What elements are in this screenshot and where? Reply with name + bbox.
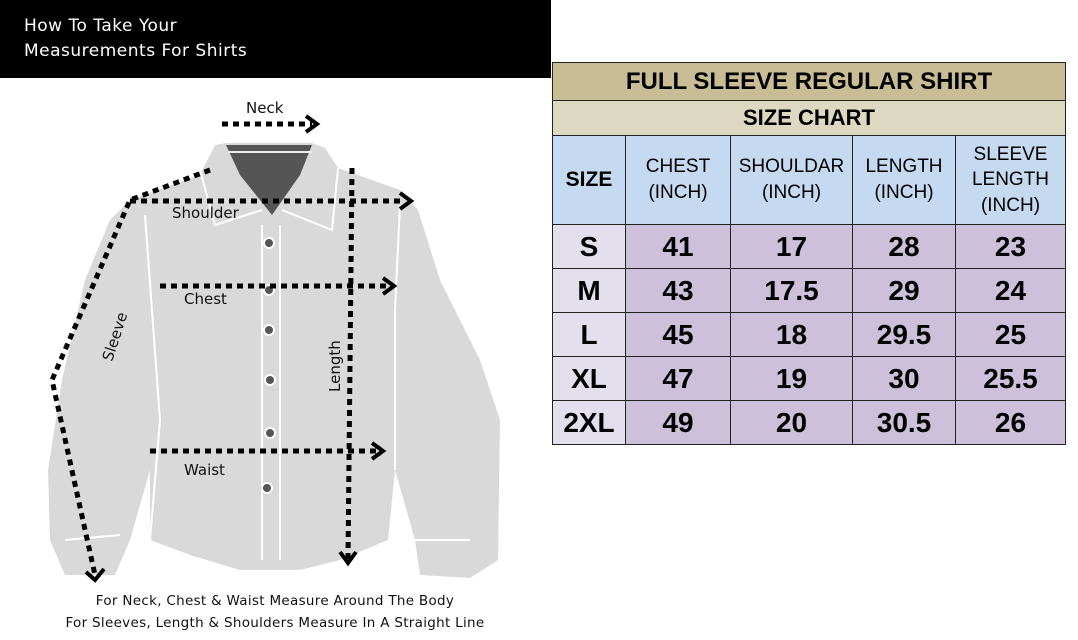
cell-length: 29.5 <box>852 312 956 357</box>
cell-size: XL <box>552 356 626 401</box>
label-shoulder: Shoulder <box>172 204 240 222</box>
size-chart-table: FULL SLEEVE REGULAR SHIRT SIZE CHART SIZ… <box>552 62 1066 445</box>
cell-sleeve-length: 24 <box>955 268 1066 313</box>
cell-sleeve-length: 26 <box>955 400 1066 445</box>
table-row: L 45 18 29.5 25 <box>552 312 1066 357</box>
title-banner: How To Take Your Measurements For Shirts <box>0 0 551 78</box>
measurement-lines <box>49 121 405 576</box>
cell-shoulder: 17.5 <box>730 268 853 313</box>
label-length: Length <box>326 340 344 392</box>
table-row: 2XL 49 20 30.5 26 <box>552 400 1066 445</box>
cell-chest: 45 <box>625 312 731 357</box>
header-row: SIZE CHEST (INCH) SHOULDAR (INCH) LENGTH (I… <box>552 135 1066 225</box>
header-chest: CHEST (INCH) <box>625 135 731 225</box>
table-row: M 43 17.5 29 24 <box>552 268 1066 313</box>
footer-note-around: For Neck, Chest & Waist Measure Around T… <box>95 593 455 609</box>
table-row: S 41 17 28 23 <box>552 224 1066 269</box>
header-length: LENGTH (INCH) <box>852 135 956 225</box>
cell-size: M <box>552 268 626 313</box>
cell-size: S <box>552 224 626 269</box>
cell-length: 28 <box>852 224 956 269</box>
label-chest: Chest <box>184 290 227 308</box>
header-shoulder: SHOULDAR (INCH) <box>730 135 853 225</box>
header-size: SIZE <box>552 135 626 225</box>
cell-length: 29 <box>852 268 956 313</box>
cell-length: 30.5 <box>852 400 956 445</box>
chart-subtitle: SIZE CHART <box>552 100 1066 136</box>
label-neck: Neck <box>246 99 284 117</box>
cell-sleeve-length: 25.5 <box>955 356 1066 401</box>
footer-note-straight: For Sleeves, Length & Shoulders Measure … <box>65 615 485 631</box>
cell-sleeve-length: 25 <box>955 312 1066 357</box>
header-sleeve-length: SLEEVE LENGTH (INCH) <box>955 135 1066 225</box>
cell-chest: 41 <box>625 224 731 269</box>
shirt-illustration <box>48 143 500 578</box>
cell-chest: 43 <box>625 268 731 313</box>
shirt-measurement-diagram: Neck Shoulder Chest Waist Sleeve Length <box>48 99 500 583</box>
banner-line-2: Measurements For Shirts <box>24 41 248 61</box>
cell-size: 2XL <box>552 400 626 445</box>
cell-shoulder: 18 <box>730 312 853 357</box>
chart-title: FULL SLEEVE REGULAR SHIRT <box>552 62 1066 101</box>
cell-length: 30 <box>852 356 956 401</box>
cell-shoulder: 20 <box>730 400 853 445</box>
cell-chest: 47 <box>625 356 731 401</box>
arrow-heads <box>84 114 415 583</box>
banner-line-1: How To Take Your <box>24 16 178 36</box>
cell-size: L <box>552 312 626 357</box>
label-waist: Waist <box>184 461 225 479</box>
cell-sleeve-length: 23 <box>955 224 1066 269</box>
cell-shoulder: 19 <box>730 356 853 401</box>
cell-chest: 49 <box>625 400 731 445</box>
cell-shoulder: 17 <box>730 224 853 269</box>
table-row: XL 47 19 30 25.5 <box>552 356 1066 401</box>
